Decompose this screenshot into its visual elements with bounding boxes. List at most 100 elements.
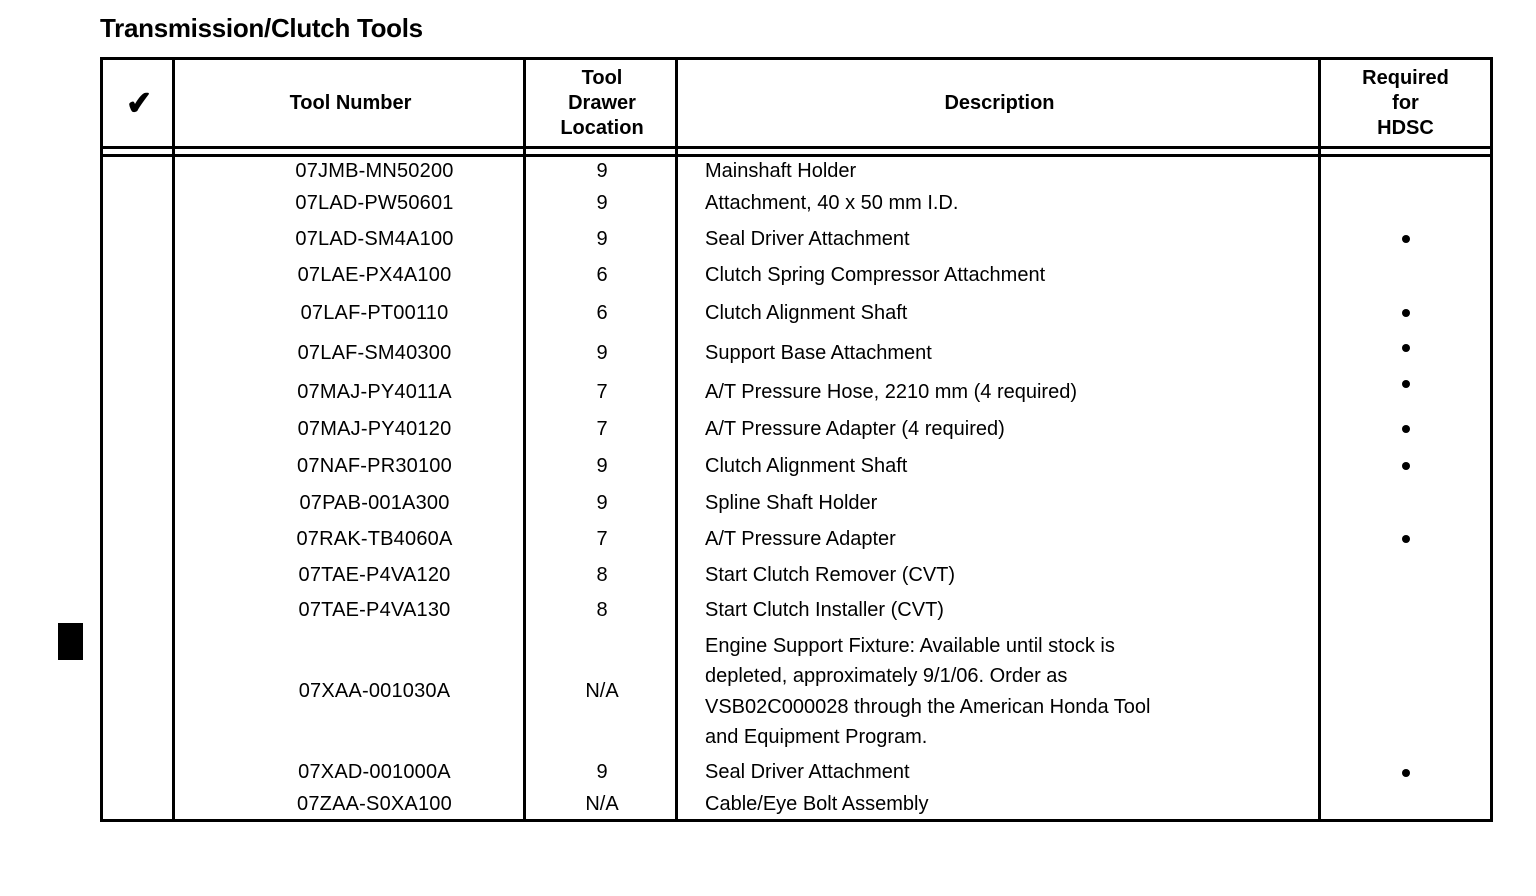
description-text: Support Base Attachment: [705, 341, 932, 364]
description-cell: Clutch Alignment Shaft: [678, 447, 1321, 485]
tool-number-cell: 07PAB-001A300: [299, 491, 450, 514]
check-column-header: ✔: [103, 60, 175, 146]
table-row: 07JMB-MN50200 9 Mainshaft Holder: [103, 157, 1490, 186]
table-row: 07MAJ-PY4011A 7 A/T Pressure Hose, 2210 mm…: [103, 373, 1490, 411]
drawer-location-cell: N/A: [585, 793, 619, 815]
hdsc-cell: [1321, 557, 1490, 593]
description-text: Seal Driver Attachment: [705, 227, 910, 250]
table-header-row: ✔ Tool Number Tool Drawer Location Descr…: [103, 60, 1490, 146]
drawer-location-cell: 9: [596, 341, 608, 364]
description-text: Clutch Spring Compressor Attachment: [705, 263, 1046, 286]
tool-number-cell: 07RAK-TB4060A: [296, 527, 453, 550]
tool-number-cell: 07XAA-001030A: [298, 680, 451, 702]
tool-number-column-header: Tool Number: [289, 91, 412, 114]
tool-number-cell: 07LAF-PT00110: [300, 301, 449, 324]
check-cell: [103, 257, 175, 293]
check-cell: [103, 411, 175, 447]
description-text: Cable/Eye Bolt Assembly: [705, 793, 929, 816]
drawer-location-cell: 7: [596, 417, 608, 440]
description-cell: A/T Pressure Hose, 2210 mm (4 required): [678, 373, 1321, 411]
check-cell: [103, 221, 175, 257]
column-divider: [172, 60, 175, 819]
column-divider: [675, 60, 678, 819]
description-text: A/T Pressure Adapter (4 required): [705, 417, 1005, 440]
description-column-header: Description: [944, 91, 1055, 114]
description-cell: Start Clutch Remover (CVT): [678, 557, 1321, 593]
description-cell: Spline Shaft Holder: [678, 485, 1321, 521]
check-cell: [103, 333, 175, 373]
hdsc-cell: [1321, 221, 1490, 257]
table-row: 07LAE-PX4A100 6 Clutch Spring Compressor A…: [103, 257, 1490, 293]
tool-number-cell: 07JMB-MN50200: [295, 160, 454, 182]
check-cell: [103, 157, 175, 186]
check-cell: [103, 557, 175, 593]
tool-number-cell: 07LAF-SM40300: [297, 341, 452, 364]
check-cell: [103, 373, 175, 411]
page-title: Transmission/Clutch Tools: [100, 13, 423, 43]
header-separator-line: [103, 146, 1490, 149]
description-text: Engine Support Fixture: Available until …: [705, 634, 1151, 749]
tools-table: ✔ Tool Number Tool Drawer Location Descr…: [100, 57, 1493, 822]
description-text: A/T Pressure Adapter: [705, 527, 896, 550]
description-text: Seal Driver Attachment: [705, 761, 910, 784]
header-separator-line: [103, 154, 1490, 157]
drawer-location-cell: 9: [596, 192, 608, 214]
table-row: 07LAF-PT00110 6 Clutch Alignment Shaft: [103, 293, 1490, 333]
table-row: 07LAD-PW50601 9 Attachment, 40 x 50 mm I.D…: [103, 186, 1490, 221]
hdsc-cell: [1321, 628, 1490, 755]
checkmark-icon: ✔: [124, 83, 154, 122]
hdsc-cell: [1321, 257, 1490, 293]
hdsc-cell: [1321, 593, 1490, 628]
drawer-location-cell: 7: [596, 527, 608, 550]
hdsc-cell: [1321, 373, 1490, 411]
table-row: 07NAF-PR30100 9 Clutch Alignment Shaft: [103, 447, 1490, 485]
drawer-location-cell: 9: [596, 227, 608, 250]
description-cell: Seal Driver Attachment: [678, 755, 1321, 790]
tool-number-cell: 07LAD-SM4A100: [295, 227, 454, 250]
drawer-location-cell: 8: [596, 599, 608, 621]
hdsc-cell: [1321, 186, 1490, 221]
hdsc-cell: [1321, 333, 1490, 373]
tool-number-cell: 07LAD-PW50601: [295, 192, 454, 214]
tool-number-cell: 07TAE-P4VA130: [298, 599, 451, 621]
check-cell: [103, 790, 175, 819]
tool-number-cell: 07NAF-PR30100: [297, 454, 452, 477]
description-cell: A/T Pressure Adapter (4 required): [678, 411, 1321, 447]
hdsc-cell: [1321, 411, 1490, 447]
description-text: Clutch Alignment Shaft: [705, 301, 908, 324]
description-cell: Engine Support Fixture: Available until …: [678, 628, 1321, 755]
check-cell: [103, 593, 175, 628]
hdsc-required-dot: [1401, 235, 1410, 243]
check-cell: [103, 447, 175, 485]
table-row: 07XAD-001000A 9 Seal Driver Attachment: [103, 755, 1490, 790]
hdsc-required-dot: [1401, 425, 1410, 433]
tool-number-cell: 07MAJ-PY4011A: [297, 380, 452, 403]
description-text: Mainshaft Holder: [705, 160, 857, 183]
description-text: Spline Shaft Holder: [705, 491, 878, 514]
drawer-location-cell: 7: [596, 380, 608, 403]
drawer-location-cell: 8: [596, 563, 608, 586]
drawer-location-column-header: Tool Drawer Location: [560, 66, 644, 139]
description-text: Start Clutch Installer (CVT): [705, 599, 944, 622]
table-body: 07JMB-MN50200 9 Mainshaft Holder 07LAD-PW50…: [103, 157, 1490, 819]
drawer-location-cell: 9: [596, 491, 608, 514]
hdsc-required-dot: [1401, 309, 1410, 317]
drawer-location-cell: 6: [596, 301, 608, 324]
check-cell: [103, 186, 175, 221]
hdsc-required-dot: [1401, 462, 1410, 470]
description-cell: Start Clutch Installer (CVT): [678, 593, 1321, 628]
check-cell: [103, 628, 175, 755]
check-cell: [103, 485, 175, 521]
tool-number-cell: 07XAD-001000A: [298, 761, 451, 783]
table-row: 07TAE-P4VA130 8 Start Clutch Installer (CV…: [103, 593, 1490, 628]
hdsc-required-dot: [1401, 380, 1410, 388]
table-row: 07TAE-P4VA120 8 Start Clutch Remover (CVT): [103, 557, 1490, 593]
hdsc-cell: [1321, 755, 1490, 790]
description-cell: Mainshaft Holder: [678, 157, 1321, 186]
table-row: 07XAA-001030A N/A Engine Support Fixture: …: [103, 628, 1490, 755]
hdsc-required-dot: [1401, 768, 1410, 777]
hdsc-cell: [1321, 485, 1490, 521]
drawer-location-cell: 6: [596, 263, 608, 286]
tool-number-cell: 07MAJ-PY40120: [297, 417, 452, 440]
